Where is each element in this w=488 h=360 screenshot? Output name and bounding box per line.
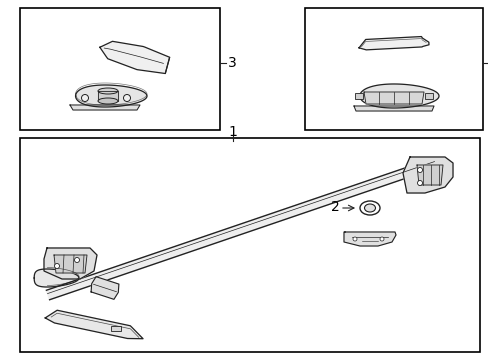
Bar [20,8,220,130]
Text: 3: 3 [227,56,236,70]
Circle shape [123,94,130,102]
Text: 2: 2 [330,200,339,214]
Polygon shape [76,85,147,107]
Bar [305,8,482,130]
Ellipse shape [98,88,118,94]
Bar [111,326,121,331]
Polygon shape [100,41,169,73]
Polygon shape [98,91,118,101]
Polygon shape [343,232,395,246]
Polygon shape [44,248,97,279]
Circle shape [417,167,422,172]
Circle shape [379,237,383,241]
Polygon shape [416,165,442,185]
Circle shape [74,257,80,262]
Circle shape [417,180,422,185]
Polygon shape [359,84,438,108]
Polygon shape [402,157,452,193]
Bar [354,93,362,99]
Ellipse shape [359,201,379,215]
Ellipse shape [98,98,118,104]
Circle shape [81,94,88,102]
Circle shape [352,237,356,241]
Polygon shape [358,37,428,50]
Polygon shape [46,158,436,300]
Polygon shape [34,269,79,287]
Text: 1: 1 [228,125,237,139]
Polygon shape [91,277,119,299]
Polygon shape [70,105,140,110]
Ellipse shape [364,204,375,212]
Bar [424,93,432,99]
Bar [20,138,479,352]
Polygon shape [54,255,87,273]
Polygon shape [45,310,143,339]
Polygon shape [363,92,423,104]
Polygon shape [353,106,433,111]
Circle shape [54,264,60,269]
